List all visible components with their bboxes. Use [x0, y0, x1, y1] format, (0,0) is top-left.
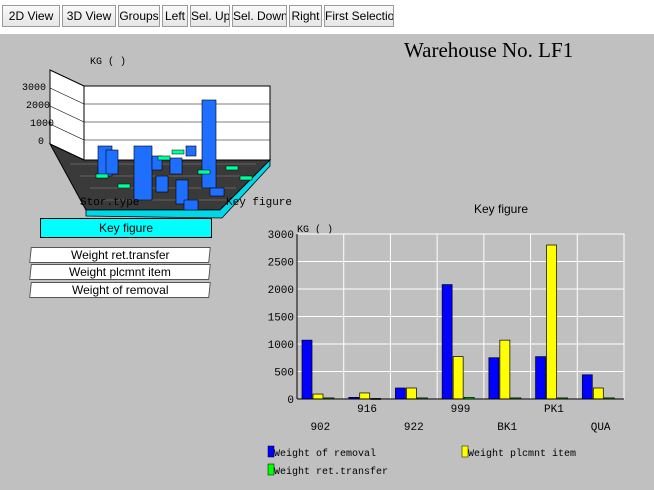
legend-label: Weight plcmnt item: [468, 448, 576, 460]
mini-chart-floor-edge: [85, 159, 271, 219]
2d-view-button[interactable]: 2D View: [2, 5, 60, 27]
chart-title: Key figure: [474, 202, 529, 216]
sel-up-button[interactable]: Sel. Up: [190, 5, 230, 27]
bar-weight-plcmnt-item: [359, 392, 371, 400]
y-tick-label: 1000: [268, 340, 294, 352]
bar-weight-plcmnt-item: [312, 393, 324, 400]
bar-weight-plcmnt-item: [452, 356, 464, 400]
legend-label: Weight ret.transfer: [274, 466, 388, 478]
mini-3d-chart[interactable]: KG ( ) 3000 2000 1000 0: [0, 34, 300, 224]
y-tick-label: 3000: [268, 230, 294, 242]
bar-weight-of-removal: [395, 387, 406, 400]
bar-weight-of-removal: [301, 339, 313, 400]
mini-bar: [225, 165, 239, 171]
3d-view-button[interactable]: 3D View: [62, 5, 116, 27]
y-tick-label: 1500: [268, 313, 294, 325]
y-tick-label: 500: [274, 368, 294, 380]
mini-bar: [175, 179, 189, 205]
y-tick-label: 2000: [268, 285, 294, 297]
right-button[interactable]: Right: [289, 5, 322, 27]
mini-chart-ytick: 3000: [22, 83, 46, 94]
bar-weight-of-removal: [441, 284, 453, 400]
legend-label: Weight of removal: [274, 448, 376, 460]
left-button[interactable]: Left: [162, 5, 188, 27]
main-bar-chart[interactable]: KG ( ) 0 500 1000 1500 2000 2500 3000 902 916 922…: [0, 34, 654, 490]
bar-weight-plcmnt-item: [406, 387, 417, 400]
bar-weight-of-removal: [488, 357, 500, 400]
y-tick-label: 0: [287, 395, 294, 407]
toolbar: 2D View 3D View Groups Left Sel. Up Sel.…: [0, 0, 654, 34]
bar-weight-plcmnt-item: [546, 244, 557, 400]
x-tick-label: 916: [357, 404, 377, 416]
bar-weight-of-removal: [581, 374, 593, 400]
mini-bar: [185, 145, 197, 157]
mini-chart-xlabel: Stor.type: [80, 197, 140, 209]
mini-bar: [171, 149, 185, 155]
first-selection-button[interactable]: First Selection: [324, 5, 394, 27]
legend-swatch: [461, 445, 469, 458]
mini-chart-back-gridlines: [49, 87, 270, 141]
chart-ylabel: KG ( ): [297, 224, 333, 236]
mini-chart-bars: [95, 99, 253, 211]
mini-bar: [155, 175, 169, 193]
key-figure-header[interactable]: Key figure: [40, 218, 212, 238]
graphics-area: Warehouse No. LF1: [0, 34, 654, 490]
x-tick-label: 922: [404, 422, 424, 434]
mini-bar: [117, 183, 131, 189]
warehouse-title: Warehouse No. LF1: [404, 38, 574, 62]
mini-chart-ylabel: KG ( ): [90, 56, 126, 68]
x-tick-label: 902: [310, 422, 330, 434]
mini-bar: [201, 99, 217, 189]
y-tick-label: 2500: [268, 258, 294, 270]
mini-bar: [133, 145, 153, 201]
groups-button[interactable]: Groups: [118, 5, 160, 27]
mini-bar: [239, 175, 253, 181]
mini-bar: [169, 157, 183, 175]
mini-bar: [105, 149, 119, 175]
mini-bar: [151, 155, 163, 171]
mini-chart-ytick: 1000: [30, 119, 54, 130]
x-tick-label: BK1: [497, 422, 517, 434]
mini-chart-zlabel: Key figure: [226, 197, 293, 209]
mini-chart-ytick: 0: [38, 137, 44, 148]
mini-bar: [183, 199, 199, 211]
legend-swatch: [267, 445, 275, 458]
bar-weight-plcmnt-item: [499, 339, 511, 400]
mini-chart-ytick: 2000: [26, 101, 50, 112]
x-tick-label: 999: [451, 404, 471, 416]
sel-down-button[interactable]: Sel. Down: [232, 5, 287, 27]
mini-bar: [209, 187, 225, 197]
mini-bar: [197, 169, 211, 175]
bar-weight-of-removal: [535, 356, 546, 400]
mini-bar: [95, 173, 109, 179]
bar-weight-plcmnt-item: [592, 387, 604, 400]
x-tick-label: PK1: [544, 404, 564, 416]
x-tick-label: QUA: [591, 422, 611, 434]
mini-bar: [157, 155, 171, 161]
legend-swatch: [267, 463, 275, 476]
